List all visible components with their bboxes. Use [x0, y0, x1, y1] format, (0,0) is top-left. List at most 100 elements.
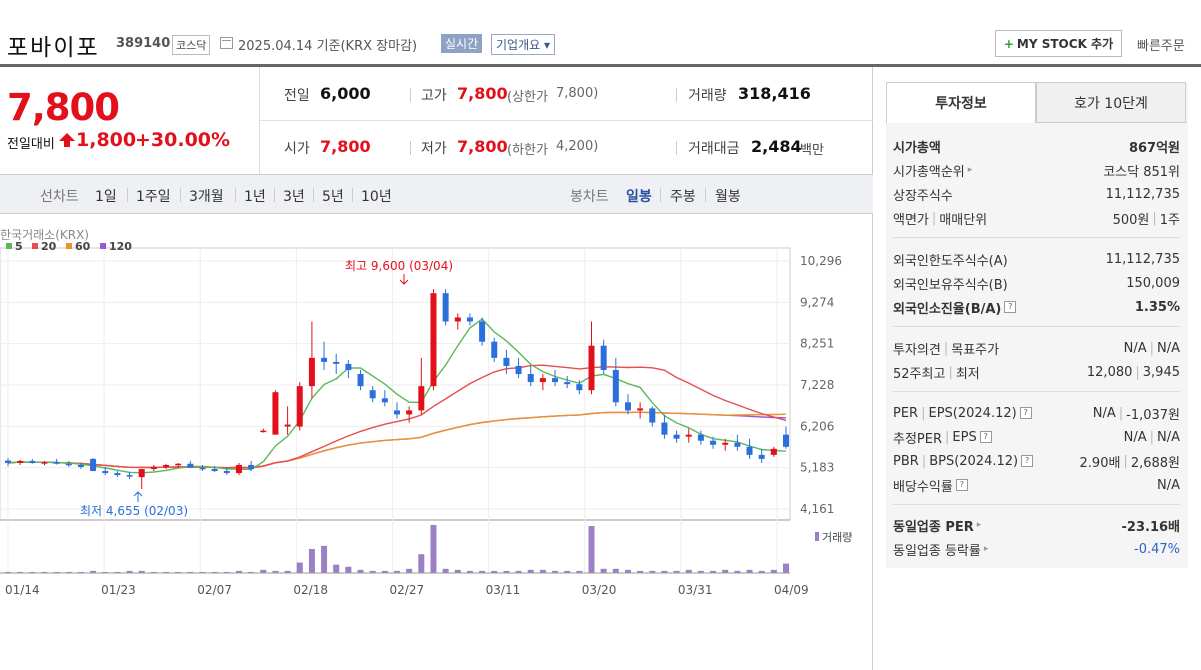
row-industry-per[interactable]: 동일업종 PER ▸ -23.16배 — [893, 513, 1180, 537]
price-chart[interactable]: 10,296 9,274 8,251 7,228 6,206 5,183 4,161 01/1… — [0, 214, 873, 604]
candle-daily[interactable]: 일봉 — [626, 189, 652, 205]
volume-bar — [418, 554, 425, 573]
prev-value: 6,000 — [320, 84, 371, 103]
value: 11,112,735 — [1105, 251, 1180, 267]
volume-bar — [163, 571, 170, 573]
tab-orderbook[interactable]: 호가 10단계 — [1036, 82, 1186, 123]
volume-bar — [673, 570, 680, 573]
candle-body — [41, 462, 48, 464]
volume-bar — [770, 569, 777, 573]
help-icon[interactable]: ? — [1019, 407, 1032, 419]
volume-bar — [77, 571, 84, 573]
high-annotation: 최고 9,600 (03/04) — [345, 259, 453, 273]
x-tick-label: 02/27 — [390, 583, 425, 597]
volume-bar — [53, 571, 60, 573]
high-label: 고가 — [421, 88, 447, 104]
candle-body — [503, 357, 510, 366]
label: 시가총액순위 — [893, 164, 965, 180]
candle-body — [163, 464, 170, 467]
volume-bar — [223, 571, 230, 573]
label: 액면가 — [893, 212, 929, 228]
volume-label: 거래량 — [688, 88, 727, 104]
candle-body — [235, 464, 242, 474]
candle-body — [685, 434, 692, 437]
label: PBR — [893, 453, 919, 469]
open-label: 시가 — [284, 141, 310, 157]
period-3y[interactable]: 3년 — [283, 189, 305, 205]
candle-body — [539, 378, 546, 383]
x-tick-label: 03/11 — [486, 583, 521, 597]
candle-body — [442, 293, 449, 322]
value: 1주 — [1159, 212, 1180, 228]
label: 52주최고 — [893, 366, 946, 382]
period-10y[interactable]: 10년 — [361, 189, 392, 205]
open-value: 7,800 — [320, 137, 371, 156]
candle-chart-label[interactable]: 봉차트 — [570, 189, 609, 205]
volume-bar — [41, 571, 48, 573]
candle-body — [758, 454, 765, 459]
realtime-badge[interactable]: 실시간 — [441, 34, 483, 53]
volume-bar — [381, 570, 388, 573]
period-1w[interactable]: 1주일 — [136, 189, 171, 205]
legend-swatch — [100, 243, 106, 249]
value: 2.90배 — [1079, 455, 1121, 471]
divider — [893, 391, 1180, 392]
candle-body — [77, 464, 84, 467]
volume-bar — [138, 570, 145, 573]
label: 배당수익률 — [893, 479, 953, 495]
company-info-dropdown[interactable]: 기업개요 ▾ — [491, 34, 555, 55]
help-icon[interactable]: ? — [1021, 455, 1034, 467]
legend-swatch — [66, 243, 72, 249]
candle-body — [600, 345, 607, 370]
volume-bar — [539, 569, 546, 573]
calendar-icon — [220, 37, 233, 49]
volume-bar — [65, 571, 72, 573]
current-price: 7,800 — [7, 86, 120, 129]
separator — [235, 188, 236, 202]
volume-bar — [612, 568, 619, 573]
candle-body — [175, 463, 182, 466]
tab-invest-info[interactable]: 투자정보 — [886, 82, 1036, 123]
period-1y[interactable]: 1년 — [244, 189, 266, 205]
candle-body — [527, 374, 534, 383]
volume-bar — [248, 571, 255, 573]
volume-bar — [260, 569, 267, 573]
candle-body — [466, 317, 473, 322]
value: N/A — [1157, 429, 1180, 445]
candle-body — [564, 382, 571, 385]
volume-bar — [637, 570, 644, 573]
help-icon[interactable]: ? — [979, 431, 992, 443]
line-chart-label[interactable]: 선차트 — [40, 189, 79, 205]
candle-weekly[interactable]: 주봉 — [670, 189, 696, 205]
chart-panel — [0, 67, 873, 670]
row-foreign-hold: 외국인보유주식수(B) 150,009 — [893, 271, 1180, 295]
volume-value: 318,416 — [738, 84, 811, 103]
plus-icon: + — [1003, 36, 1014, 51]
volume-bar — [150, 571, 157, 573]
candle-body — [552, 378, 559, 383]
candle-body — [357, 374, 364, 387]
candle-body — [345, 363, 352, 370]
period-5y[interactable]: 5년 — [322, 189, 344, 205]
candle-monthly[interactable]: 월봉 — [715, 189, 741, 205]
row-industry-rate[interactable]: 동일업종 등락률 ▸ -0.47% — [893, 537, 1180, 561]
quick-order-link[interactable]: 빠른주문 — [1137, 39, 1185, 54]
candle-body — [114, 473, 121, 476]
candle-body — [260, 430, 267, 433]
row-cap-rank[interactable]: 시가총액순위 ▸ 코스닥 851위 — [893, 158, 1180, 182]
help-icon[interactable]: ? — [955, 479, 968, 491]
volume-bar — [308, 549, 315, 573]
x-tick-label: 03/31 — [678, 583, 713, 597]
period-3m[interactable]: 3개월 — [189, 189, 224, 205]
ma-line — [7, 318, 787, 474]
add-mystock-button[interactable]: + MY STOCK 추가 — [995, 30, 1122, 57]
candle-body — [333, 361, 340, 364]
candle-body — [673, 434, 680, 439]
low-value: 7,800 — [457, 137, 508, 156]
value: 3,945 — [1142, 364, 1180, 380]
volume-bar — [479, 570, 486, 573]
help-icon[interactable]: ? — [1004, 301, 1017, 313]
label: PER — [893, 405, 919, 421]
period-1d[interactable]: 1일 — [95, 189, 117, 205]
row-pbr: PBR | BPS(2024.12)? 2.90배 | 2,688원 — [893, 453, 1180, 471]
